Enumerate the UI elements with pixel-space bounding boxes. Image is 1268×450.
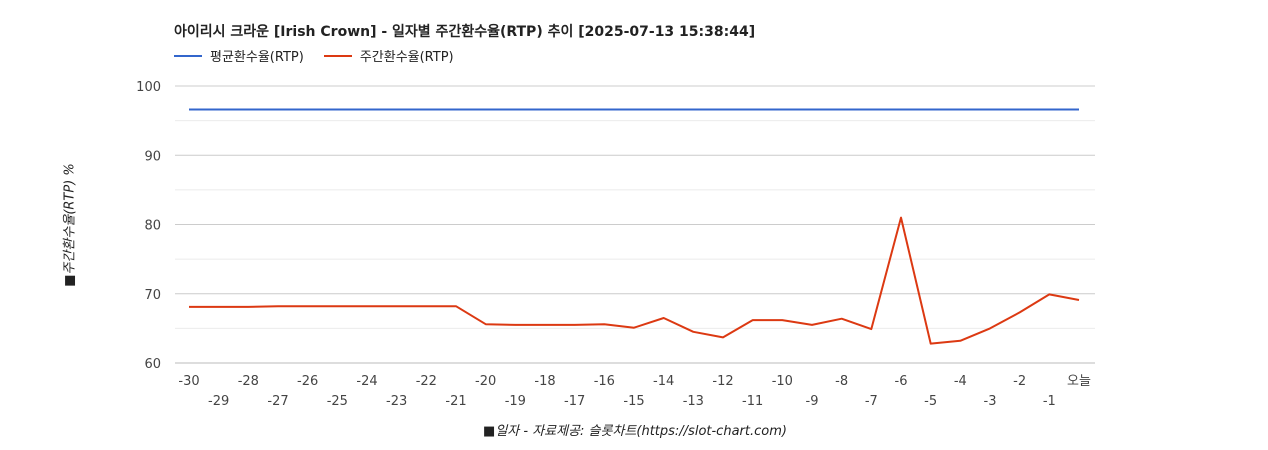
x-tick-label: -9 [806,394,819,409]
x-tick-label: -8 [835,374,848,389]
x-tick-label: -13 [683,394,704,409]
legend: 평균환수율(RTP) 주간환수율(RTP) [174,46,454,65]
x-tick-label: -7 [865,394,878,409]
series-line-weekly [189,216,1080,345]
x-tick-label: -19 [505,394,526,409]
y-tick-label: 100 [136,80,161,95]
x-tick-label: -28 [238,374,259,389]
y-tick-label: 80 [144,219,161,234]
legend-label-weekly: 주간환수율(RTP) [359,50,454,65]
x-tick-label: 오늘 [1067,374,1091,389]
x-tick-label: -20 [475,374,496,389]
legend-label-average: 평균환수율(RTP) [210,50,304,65]
x-tick-label: -18 [534,374,555,389]
x-tick-label: -23 [386,394,407,409]
x-tick-label: -14 [653,374,674,389]
x-tick-label: -12 [712,374,733,389]
legend-item-average[interactable]: 평균환수율(RTP) [174,46,304,65]
y-tick-label: 70 [144,288,161,303]
legend-swatch-weekly [323,54,352,57]
x-tick-label: -5 [924,394,937,409]
x-tick-label: -11 [742,394,763,409]
legend-swatch-average [174,54,202,57]
x-tick-label: -30 [178,374,199,389]
x-tick-label: -10 [772,374,793,389]
x-axis-title: ■일자 - 자료제공: 슬롯차트(https://slot-chart.com) [483,424,787,439]
x-tick-label: -26 [297,374,318,389]
x-tick-label: -22 [416,374,437,389]
x-tick-label: -25 [327,394,348,409]
x-tick-label: -6 [895,374,908,389]
x-tick-label: -1 [1043,394,1056,409]
x-tick-label: -4 [954,374,967,389]
x-tick-label: -3 [984,394,997,409]
x-tick-label: -2 [1013,374,1026,389]
x-tick-label: -29 [208,394,229,409]
chart-title: 아이리시 크라운 [Irish Crown] - 일자별 주간환수율(RTP) … [174,24,756,40]
x-tick-label: -17 [564,394,585,409]
x-tick-label: -15 [623,394,644,409]
x-tick-label: -24 [356,374,377,389]
x-tick-label: -21 [445,394,466,409]
x-tick-label: -16 [594,374,615,389]
y-tick-label: 90 [144,149,161,164]
legend-item-weekly[interactable]: 주간환수율(RTP) [323,46,454,65]
y-tick-label: 60 [144,357,161,372]
x-tick-label: -27 [267,394,288,409]
